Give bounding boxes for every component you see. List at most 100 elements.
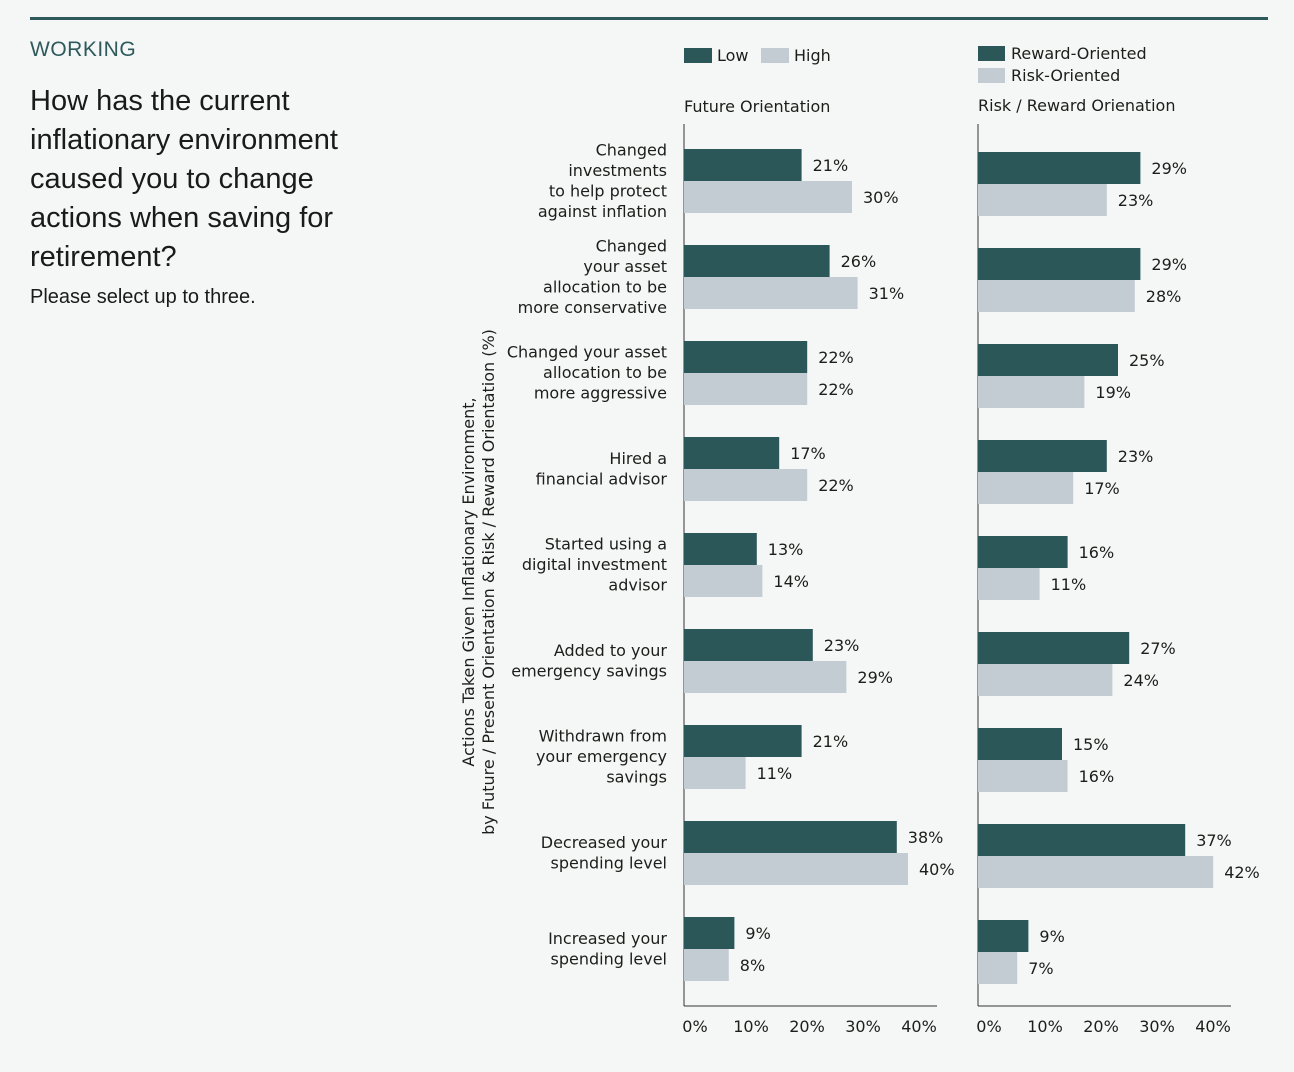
data-label: 17% <box>790 444 826 463</box>
category-label: digital investment <box>522 555 667 574</box>
top-rule <box>30 17 1268 20</box>
category-label: savings <box>606 768 667 787</box>
bar <box>684 949 729 981</box>
bar <box>684 853 908 885</box>
legend-swatch-risk <box>978 68 1005 83</box>
category-label: advisor <box>608 576 667 595</box>
legend-label: Low <box>717 46 749 65</box>
data-label: 21% <box>813 732 849 751</box>
data-label: 24% <box>1123 671 1159 690</box>
data-label: 27% <box>1140 639 1176 658</box>
legend-label: High <box>794 46 831 65</box>
bar <box>684 373 808 405</box>
legend-swatch-reward <box>978 46 1005 61</box>
bar <box>978 664 1113 696</box>
panel-title: Risk / Reward Orienation <box>978 96 1175 115</box>
data-label: 9% <box>745 924 770 943</box>
legend-swatch-high <box>761 48 789 63</box>
bar <box>684 277 858 309</box>
data-label: 11% <box>1051 575 1087 594</box>
bar <box>978 344 1118 376</box>
data-label: 25% <box>1129 351 1165 370</box>
category-label: Withdrawn from <box>539 727 667 746</box>
data-label: 17% <box>1084 479 1120 498</box>
category-label: Decreased your <box>541 833 668 852</box>
y-axis-label-line: by Future / Present Orientation & Risk /… <box>479 329 498 835</box>
bar <box>684 565 763 597</box>
data-label: 42% <box>1224 863 1260 882</box>
data-label: 22% <box>818 348 854 367</box>
category-label: to help protect <box>549 181 667 200</box>
bar <box>684 149 802 181</box>
data-label: 23% <box>824 636 860 655</box>
panel-title: Future Orientation <box>684 97 830 116</box>
bar <box>978 568 1040 600</box>
data-label: 31% <box>869 284 905 303</box>
category-label: against inflation <box>538 202 667 221</box>
data-label: 16% <box>1079 543 1115 562</box>
x-tick-label: 40% <box>1195 1017 1231 1036</box>
x-tick-label: 10% <box>1027 1017 1063 1036</box>
bar <box>978 920 1029 952</box>
data-label: 23% <box>1118 447 1154 466</box>
data-label: 30% <box>863 188 899 207</box>
data-label: 37% <box>1196 831 1232 850</box>
x-tick-label: 20% <box>789 1017 825 1036</box>
bar <box>978 440 1107 472</box>
x-tick-label: 30% <box>1139 1017 1175 1036</box>
data-label: 19% <box>1095 383 1131 402</box>
bar <box>978 728 1062 760</box>
category-label: financial advisor <box>536 469 668 488</box>
y-axis-label: Actions Taken Given Inflationary Environ… <box>459 329 498 835</box>
bar <box>978 184 1107 216</box>
bar <box>978 248 1141 280</box>
question-instruction: Please select up to three. <box>30 286 256 308</box>
bar <box>684 725 802 757</box>
data-label: 22% <box>818 380 854 399</box>
category-label: spending level <box>550 949 667 968</box>
bar <box>978 472 1074 504</box>
category-label: investments <box>568 161 667 180</box>
data-label: 13% <box>768 540 804 559</box>
x-tick-label: 10% <box>733 1017 769 1036</box>
bar <box>978 376 1085 408</box>
bar <box>978 632 1130 664</box>
category-label: allocation to be <box>543 277 667 296</box>
data-label: 14% <box>773 572 809 591</box>
bar <box>978 536 1068 568</box>
data-label: 38% <box>908 828 944 847</box>
category-label: your asset <box>583 257 667 276</box>
data-label: 29% <box>1151 255 1187 274</box>
category-label: more conservative <box>518 298 667 317</box>
bar <box>684 629 813 661</box>
x-tick-label: 0% <box>976 1017 1001 1036</box>
bar <box>978 824 1186 856</box>
bar <box>978 952 1018 984</box>
legend-swatch-low <box>684 48 712 63</box>
data-label: 15% <box>1073 735 1109 754</box>
category-label: Added to your <box>554 641 668 660</box>
data-label: 40% <box>919 860 955 879</box>
legend-label: Risk-Oriented <box>1011 66 1120 85</box>
bar <box>684 469 808 501</box>
bar <box>978 760 1068 792</box>
bar <box>684 245 830 277</box>
x-tick-label: 40% <box>901 1017 937 1036</box>
category-label: spending level <box>550 853 667 872</box>
bar <box>684 341 808 373</box>
legend-label: Reward-Oriented <box>1011 44 1147 63</box>
data-label: 29% <box>1151 159 1187 178</box>
data-label: 21% <box>813 156 849 175</box>
category-label: your emergency <box>536 747 667 766</box>
bar <box>684 757 746 789</box>
data-label: 7% <box>1028 959 1053 978</box>
category-label: more aggressive <box>534 384 667 403</box>
category-label: Changed your asset <box>507 343 667 362</box>
data-label: 29% <box>857 668 893 687</box>
bar <box>684 917 735 949</box>
x-tick-label: 30% <box>845 1017 881 1036</box>
bar <box>978 280 1135 312</box>
bar <box>684 661 847 693</box>
section-label: WORKING <box>30 38 137 61</box>
survey-question: How has the current inflationary environ… <box>30 85 338 273</box>
